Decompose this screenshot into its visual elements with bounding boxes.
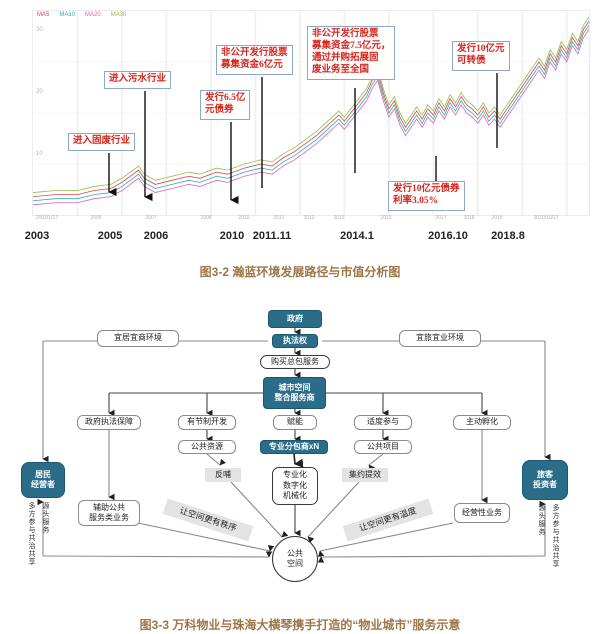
node-residents: 居民 经营者 — [21, 462, 65, 498]
timeline-label: 2018.8 — [491, 230, 525, 242]
side-text-left-b: 源头服务 — [42, 502, 49, 534]
x-tick: 2005 — [90, 215, 102, 221]
x-tick: 2015 — [380, 215, 392, 221]
series-MA5 — [33, 21, 589, 196]
x-tick: 2008 — [200, 215, 212, 221]
node-government: 政府 — [268, 310, 322, 328]
annotation-stock-750m: 非公开发行股票 募集资金7.5亿元， 通过并购拓展固 废业务至全国 — [307, 26, 396, 80]
legend-item-MA5: MA5 — [37, 12, 50, 18]
property-city-diagram: 政府 执法权 宜居宜商环境 宜旅宜业环境 购买总包服务 城市空间 整合服务商 政… — [0, 296, 600, 614]
annotation-bond-650m: 发行6.5亿 元债券 — [200, 90, 251, 120]
annotation-sewage: 进入污水行业 — [104, 71, 172, 89]
x-tick: 2020/10/27 — [533, 215, 559, 221]
annotation-stock-600m: 非公开发行股票 募集资金6亿元 — [216, 45, 293, 75]
y-tick: 20 — [36, 89, 43, 95]
side-text-left-a: 多方参与共治共享 — [28, 502, 35, 566]
series-MA30 — [33, 17, 589, 192]
timeline-label: 2005 — [97, 230, 123, 242]
x-tick: 2011 — [273, 215, 285, 221]
side-text-right-a: 源头服务 — [538, 504, 545, 536]
legend-item-MA30: MA30 — [110, 12, 127, 18]
annotation-solid-waste: 进入固废行业 — [68, 133, 136, 151]
x-tick: 2013 — [333, 215, 345, 221]
x-tick: 2012 — [303, 215, 315, 221]
node-law-guarantee: 政府执法保障 — [77, 415, 141, 430]
figure33-caption: 图3-3 万科物业与珠海大横琴携手打造的“物业城市”服务示意 — [139, 618, 461, 632]
node-empower: 赋能 — [273, 415, 317, 430]
timeline-label: 2016.10 — [428, 230, 468, 242]
node-restrained-dev: 有节制开发 — [178, 415, 236, 430]
timeline-label: 2003 — [24, 230, 50, 242]
node-public-resources: 公共资源 — [178, 440, 236, 454]
node-incubation: 主动孵化 — [453, 415, 511, 430]
timeline-label: 2010 — [219, 230, 245, 242]
node-public-projects: 公共项目 — [354, 440, 412, 454]
x-tick: 2018 — [463, 215, 475, 221]
x-tick: 2002/1/17 — [35, 215, 59, 221]
annotation-convertible: 发行10亿元 可转债 — [452, 41, 510, 71]
legend-item-MA20: MA20 — [85, 12, 101, 18]
timeline-label: 2014.1 — [340, 230, 374, 242]
ma-legend: MA5 MA10 MA20 MA30 — [37, 12, 126, 18]
x-tick: 2007 — [145, 215, 157, 221]
node-env-right: 宜旅宜业环境 — [399, 330, 481, 347]
y-tick: 30 — [36, 27, 43, 33]
timeline-label: 2006 — [143, 230, 169, 242]
x-tick: 2017 — [435, 215, 447, 221]
node-tourists: 旅客 投资者 — [522, 460, 568, 500]
node-participation: 适度参与 — [354, 415, 412, 430]
node-pro-digital: 专业化 数字化 机械化 — [272, 467, 318, 505]
x-tick: 2010 — [238, 215, 250, 221]
node-integrator: 城市空间 整合服务商 — [263, 377, 326, 409]
node-intensive: 集约提效 — [342, 468, 388, 482]
node-purchase: 购买总包服务 — [260, 355, 330, 369]
node-enforcement: 执法权 — [272, 334, 318, 348]
series-MA20 — [33, 29, 589, 204]
node-aux-services: 辅助公共 服务类业务 — [78, 500, 140, 526]
node-biz-services: 经营性业务 — [454, 503, 510, 523]
node-public-space: 公共 空间 — [272, 536, 318, 582]
x-tick: 2019 — [491, 215, 503, 221]
node-subcontractors: 专业分包商xN — [260, 440, 328, 454]
node-env-left: 宜居宜商环境 — [97, 330, 179, 347]
price-lines-svg — [33, 11, 589, 215]
timeline-label: 2011.11 — [252, 230, 292, 242]
series-MA10 — [33, 25, 589, 200]
figure32-caption: 图3-2 瀚蓝环境发展路径与市值分析图 — [199, 265, 401, 279]
legend-item-MA10: MA10 — [59, 12, 76, 18]
y-tick: 10 — [36, 151, 43, 157]
diagram-lines — [37, 328, 551, 563]
side-text-right-b: 多方参与共治共享 — [552, 504, 559, 568]
node-feedback: 反哺 — [205, 468, 241, 482]
annotation-bond-1b: 发行10亿元债券 利率3.05% — [388, 181, 465, 211]
